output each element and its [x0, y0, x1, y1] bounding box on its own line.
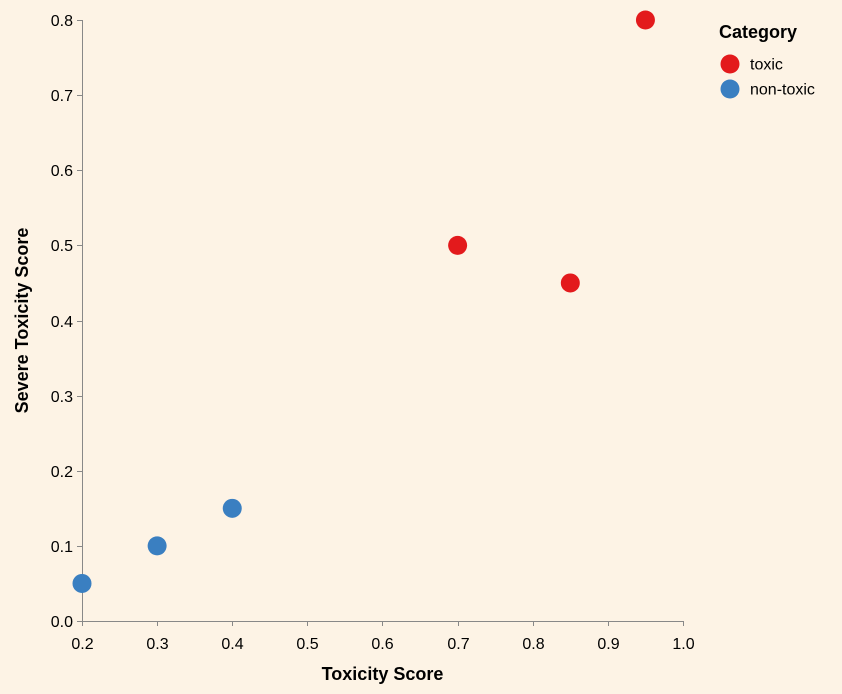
- data-point-non-toxic: [147, 536, 167, 556]
- y-tick-label: 0.3: [51, 389, 73, 406]
- x-tick-label: 0.7: [447, 636, 469, 653]
- data-point-non-toxic: [222, 498, 242, 518]
- x-tick-label: 0.9: [597, 636, 619, 653]
- y-tick-label: 0.8: [51, 13, 73, 30]
- data-point-non-toxic: [72, 573, 92, 593]
- y-tick-label: 0.6: [51, 163, 73, 180]
- x-tick-label: 0.2: [71, 636, 93, 653]
- data-points: [72, 10, 655, 593]
- x-axis-title: Toxicity Score: [322, 664, 444, 684]
- y-axis-title: Severe Toxicity Score: [12, 228, 32, 414]
- x-tick-label: 0.5: [296, 636, 318, 653]
- x-tick-label: 0.6: [371, 636, 393, 653]
- y-tick-label: 0.7: [51, 88, 73, 105]
- legend-title: Category: [719, 22, 797, 42]
- data-point-toxic: [560, 273, 580, 293]
- x-tick-label: 0.8: [522, 636, 544, 653]
- legend: Category toxic non-toxic: [719, 22, 815, 99]
- x-tick-label: 0.4: [221, 636, 243, 653]
- y-tick-label: 0.4: [51, 314, 73, 331]
- legend-label: toxic: [750, 57, 783, 74]
- x-tick-label: 1.0: [672, 636, 694, 653]
- y-tick-label: 0.1: [51, 539, 73, 556]
- y-tick-label: 0.5: [51, 238, 73, 255]
- y-tick-label: 0.0: [51, 614, 73, 631]
- data-point-toxic: [448, 235, 468, 255]
- legend-symbol-toxic: [720, 54, 740, 74]
- legend-symbol-non-toxic: [720, 79, 740, 99]
- x-axis: 0.2 0.3 0.4 0.5 0.6 0.7 0.8 0.9 1.0: [71, 621, 695, 653]
- data-point-toxic: [635, 10, 655, 30]
- legend-label: non-toxic: [750, 82, 815, 99]
- x-tick-label: 0.3: [146, 636, 168, 653]
- y-tick-label: 0.2: [51, 464, 73, 481]
- y-axis: 0.0 0.1 0.2 0.3 0.4 0.5 0.6 0.7 0.8: [51, 13, 83, 631]
